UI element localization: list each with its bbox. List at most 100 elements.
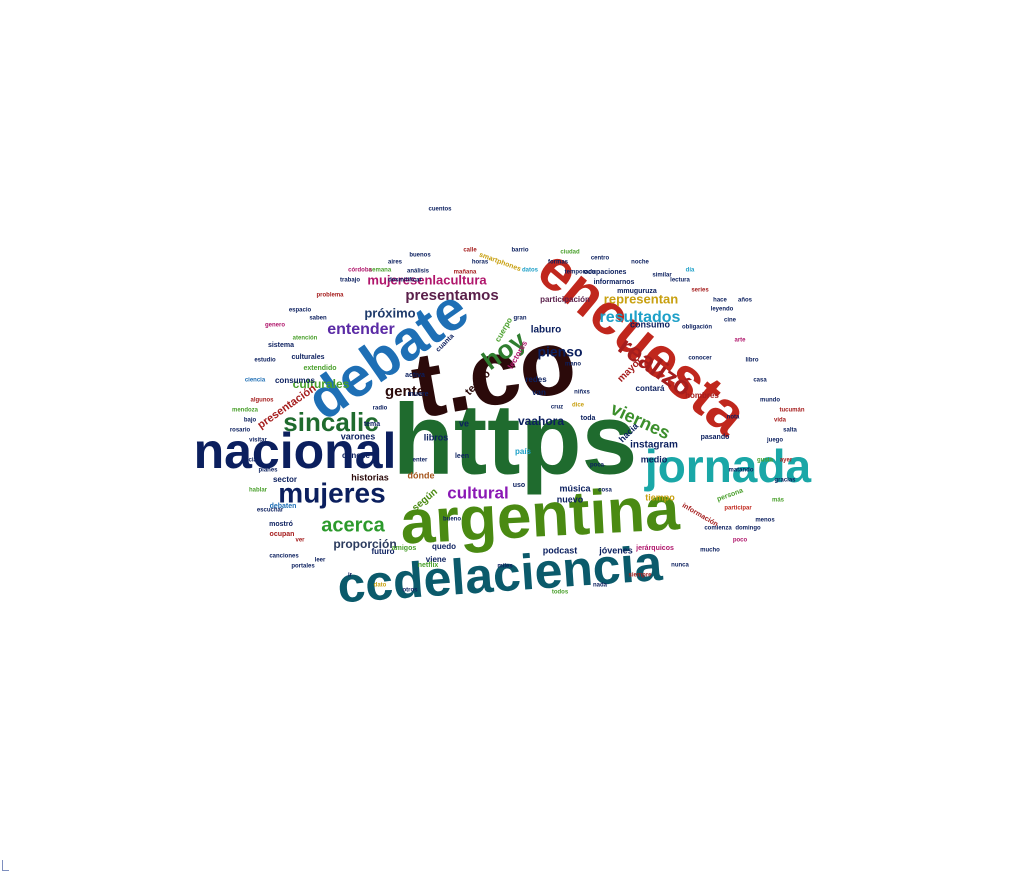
word-131: espacio <box>289 308 312 314</box>
word-113: bajo <box>244 418 257 424</box>
word-53: participación <box>540 295 590 304</box>
word-61: sistema <box>268 342 294 349</box>
word-71: activa <box>405 372 425 379</box>
word-120: casa <box>753 378 767 384</box>
word-14: mujeresenlacultura <box>367 272 487 287</box>
word-13: presentamos <box>405 287 498 304</box>
word-135: social <box>241 458 258 464</box>
word-70: tema <box>364 421 380 428</box>
word-108: conocer <box>688 356 712 362</box>
word-153: hace <box>713 298 727 304</box>
word-88: niñxs <box>574 390 590 396</box>
word-164: rosario <box>230 428 251 434</box>
word-28: laburo <box>531 325 562 336</box>
word-129: trabajo <box>340 278 360 284</box>
word-45: conocé <box>342 451 371 460</box>
word-115: planes <box>258 468 278 474</box>
word-149: menos <box>755 518 775 524</box>
word-82: matando <box>728 468 753 474</box>
word-151: gracias <box>774 478 796 484</box>
word-104: cosa <box>598 488 612 494</box>
word-81: comienza <box>704 526 732 532</box>
word-18: representan <box>604 291 678 306</box>
word-139: leer <box>315 558 326 564</box>
word-142: otros <box>403 588 419 594</box>
word-21: pienso <box>537 344 582 360</box>
word-85: saben <box>309 316 327 322</box>
word-110: participar <box>724 506 752 512</box>
word-17: resultados <box>600 309 681 326</box>
word-166: salta <box>783 428 797 434</box>
word-130: problema <box>316 293 344 299</box>
word-136: hablar <box>249 488 268 494</box>
word-47: futuro <box>371 547 394 556</box>
word-39: podcast <box>543 545 578 555</box>
corner-marker <box>2 860 9 871</box>
word-5: nacional <box>194 423 397 479</box>
word-145: siempre <box>628 573 652 579</box>
word-103: mano <box>565 362 581 368</box>
word-95: cuentos <box>428 207 452 213</box>
word-15: cultural <box>447 483 508 502</box>
word-69: mostró <box>269 521 293 528</box>
word-101: dice <box>572 403 585 409</box>
word-93: nota <box>727 415 740 421</box>
word-156: noche <box>631 260 649 266</box>
word-154: años <box>738 298 753 304</box>
word-146: nunca <box>671 563 689 569</box>
word-152: ayer <box>780 458 793 464</box>
word-27: consumo <box>630 319 671 329</box>
word-46: quedo <box>432 542 456 551</box>
word-30: instagram <box>630 440 678 451</box>
word-72: muere <box>407 391 428 398</box>
word-77: similar <box>652 273 672 279</box>
word-89: cruz <box>551 405 563 411</box>
word-60: ocupan <box>270 531 295 538</box>
word-114: algunos <box>250 398 274 404</box>
word-58: consumos <box>275 376 316 385</box>
word-97: enter <box>413 458 428 464</box>
word-74: mañana <box>454 270 477 276</box>
word-144: nada <box>593 583 608 589</box>
word-159: barrio <box>511 248 528 254</box>
word-125: lectura <box>670 278 690 284</box>
word-137: escuchar <box>257 508 284 514</box>
word-62: netflix <box>418 562 439 569</box>
word-122: arte <box>734 338 746 344</box>
word-73: desmitificar <box>388 278 422 284</box>
word-20: gente <box>385 383 425 400</box>
word-40: jóvenes <box>598 545 633 555</box>
word-126: datos <box>522 268 539 274</box>
word-141: dato <box>374 583 387 589</box>
word-16: acerca <box>321 514 385 536</box>
word-100: país <box>515 447 532 456</box>
word-6: jornada <box>644 440 812 492</box>
word-117: vida <box>774 418 787 424</box>
word-96: bueno <box>443 517 461 523</box>
word-41: tiempo <box>645 492 675 502</box>
word-65: información <box>681 502 719 528</box>
word-162: aires <box>388 260 403 266</box>
word-76: formas <box>548 260 569 266</box>
word-90: uso <box>513 482 525 489</box>
word-48: sector <box>273 475 297 484</box>
word-49: contará <box>636 384 665 393</box>
word-75: análisis <box>407 269 430 275</box>
word-165: mendoza <box>232 408 259 414</box>
word-87: miles <box>497 564 513 570</box>
word-23: culturales <box>293 377 350 391</box>
word-150: más <box>772 498 785 504</box>
word-160: calle <box>463 248 477 254</box>
word-37: música <box>559 483 591 493</box>
word-132: genero <box>265 323 285 329</box>
word-118: mundo <box>760 398 780 404</box>
word-3: argentina <box>399 474 682 558</box>
word-50: redes <box>525 375 547 384</box>
word-157: centro <box>591 256 610 262</box>
word-51: van <box>532 388 546 397</box>
word-24: proporción <box>333 537 396 551</box>
word-22: próximo <box>364 305 415 320</box>
word-79: leyendo <box>711 307 734 313</box>
word-56: informarnos <box>594 279 635 286</box>
word-0: https <box>393 383 637 495</box>
